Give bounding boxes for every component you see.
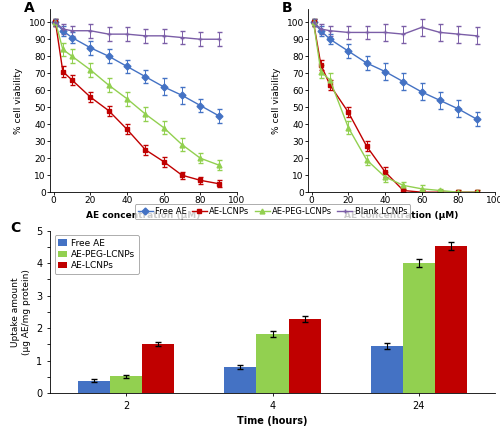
Bar (370, 346, 403, 393)
Legend: Free AE, AE-LCNPs, AE-PEG-LCNPs, Blank LCNPs: Free AE, AE-LCNPs, AE-PEG-LCNPs, Blank L… (135, 204, 410, 219)
Y-axis label: Uptake amount
(μg AE/mg protein): Uptake amount (μg AE/mg protein) (11, 269, 30, 355)
X-axis label: AE concentration (μM): AE concentration (μM) (344, 211, 459, 220)
X-axis label: AE concentration (μM): AE concentration (μM) (86, 211, 200, 220)
Legend: Free AE, AE-PEG-LCNPs, AE-LCNPs: Free AE, AE-PEG-LCNPs, AE-LCNPs (54, 235, 138, 274)
Y-axis label: % cell viability: % cell viability (272, 67, 281, 133)
Y-axis label: % cell viability: % cell viability (14, 67, 23, 133)
Bar (435, 246, 467, 393)
Bar (256, 334, 288, 393)
Bar (142, 344, 174, 393)
Text: B: B (282, 1, 292, 15)
Bar (224, 367, 256, 393)
Bar (78, 381, 110, 393)
X-axis label: Time (hours): Time (hours) (238, 416, 308, 426)
Bar (110, 376, 142, 393)
Text: C: C (10, 221, 20, 235)
Bar (288, 319, 321, 393)
Bar (403, 263, 435, 393)
Text: A: A (24, 1, 34, 15)
